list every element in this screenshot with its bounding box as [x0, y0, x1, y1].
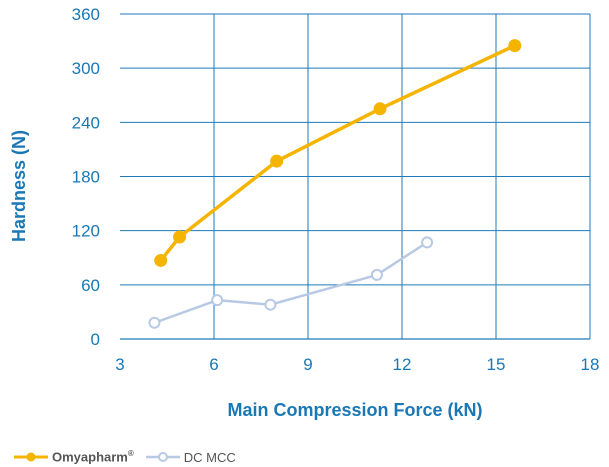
x-tick-label-18: 18	[581, 355, 600, 374]
legend-item-dc-mcc: DC MCC	[145, 449, 236, 465]
x-tick-label-9: 9	[303, 355, 312, 374]
data-point-omyapharm-3	[373, 102, 387, 116]
x-axis-title: Main Compression Force (kN)	[227, 400, 482, 420]
series-omyapharm	[154, 39, 522, 267]
legend-label-omyapharm: Omyapharm®	[52, 449, 134, 465]
legend-item-omyapharm: Omyapharm®	[14, 449, 134, 465]
y-tick-label-60: 60	[81, 276, 100, 295]
data-point-dc-mcc-0	[148, 316, 161, 329]
y-tick-label-0: 0	[91, 330, 100, 349]
y-tick-label-120: 120	[72, 222, 100, 241]
grid	[120, 13, 591, 340]
legend-label-dc-mcc: DC MCC	[183, 449, 236, 465]
data-point-dc-mcc-4	[421, 236, 434, 249]
data-point-omyapharm-0	[154, 253, 168, 267]
chart: 0 60 120 180 240 300 360 3 6 9 12 15 18 Main Compres…	[9, 5, 600, 420]
data-point-omyapharm-1	[173, 230, 187, 244]
series-line-dc-mcc	[153, 241, 429, 324]
data-point-omyapharm-2	[270, 154, 284, 168]
x-tick-label-12: 12	[393, 355, 412, 374]
data-point-dc-mcc-3	[370, 268, 383, 281]
x-tick-label-6: 6	[209, 355, 218, 374]
registered-mark: ®	[127, 449, 134, 459]
series-layer	[148, 39, 522, 329]
y-tick-label-360: 360	[72, 5, 100, 24]
data-point-dc-mcc-2	[264, 298, 277, 311]
y-tick-label-240: 240	[72, 113, 100, 132]
data-point-dc-mcc-1	[211, 294, 224, 307]
legend: Omyapharm® DC MCC	[14, 449, 248, 465]
legend-swatch-omyapharm	[14, 452, 48, 462]
data-point-omyapharm-4	[508, 39, 522, 53]
y-tick-label-180: 180	[72, 168, 100, 187]
y-tick-label-300: 300	[72, 59, 100, 78]
x-tick-label-15: 15	[487, 355, 506, 374]
y-axis-title: Hardness (N)	[9, 130, 29, 242]
ticks: 0 60 120 180 240 300 360 3 6 9 12 15 18	[72, 5, 600, 374]
series-dc-mcc	[148, 236, 434, 329]
x-tick-label-3: 3	[115, 355, 124, 374]
legend-swatch-dc-mcc	[145, 452, 180, 462]
